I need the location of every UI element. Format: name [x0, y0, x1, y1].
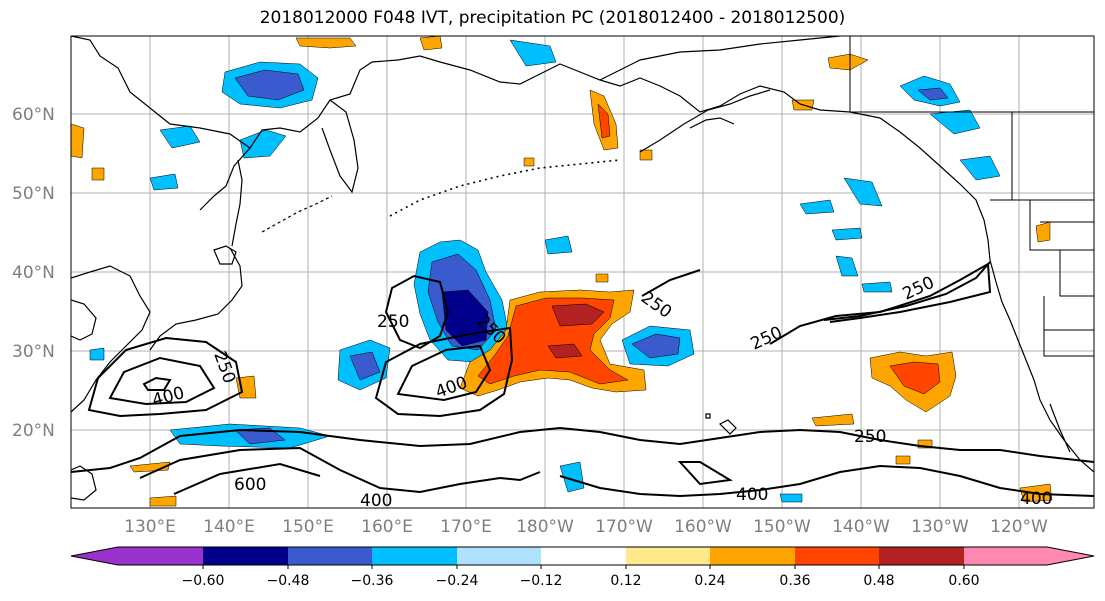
ivt-250-west [87, 336, 244, 418]
ivt-400-west [108, 356, 216, 406]
ivt-contours [71, 261, 1094, 498]
ivt-250-central-a [384, 274, 450, 350]
coastlines [71, 36, 1094, 501]
colorbar-segment [964, 547, 1047, 565]
ivt-600-south [139, 446, 541, 494]
lon-label: 140°W [832, 517, 890, 537]
lat-label: 20°N [12, 421, 55, 441]
ivt-label: 400 [360, 491, 392, 511]
ivt-250-central-b [374, 326, 514, 418]
colorbar-tick-label: −0.48 [267, 573, 310, 589]
ivt-250-east [769, 262, 992, 345]
lon-label: 170°E [440, 517, 492, 537]
lon-label: 170°W [595, 517, 653, 537]
lon-label: 130°E [124, 517, 176, 537]
lon-label: 130°W [911, 517, 969, 537]
colorbar-tick-label: −0.36 [351, 573, 394, 589]
colorbar-tick-label: −0.12 [520, 573, 563, 589]
lat-label: 60°N [12, 105, 55, 125]
colorbar-segment [288, 547, 372, 565]
lat-label: 30°N [12, 342, 55, 362]
colorbar-segment [203, 547, 288, 565]
colorbar-segment [710, 547, 795, 565]
map-title: 2018012000 F048 IVT, precipitation PC (2… [259, 8, 846, 28]
colorbar-tick-label: 0.48 [863, 573, 894, 589]
colorbar-segment [372, 547, 457, 565]
colorbar-segment [118, 547, 203, 565]
lon-label: 180°W [516, 517, 574, 537]
ivt-label: 250 [854, 427, 886, 447]
colorbar-tick-label: 0.60 [948, 573, 979, 589]
lon-label: 160°W [674, 517, 732, 537]
ivt-label: 400 [1020, 489, 1052, 509]
colorbar-extend-low [71, 547, 118, 565]
lon-label: 140°E [203, 517, 255, 537]
ivt-label: 600 [234, 475, 266, 495]
latitude-labels: 60°N 50°N 40°N 30°N 20°N [12, 105, 55, 441]
map-frame [70, 35, 1095, 509]
colorbar-segment [541, 547, 626, 565]
colorbar-tick-label: 0.36 [779, 573, 810, 589]
colorbar-segment [626, 547, 710, 565]
lon-label: 160°E [361, 517, 413, 537]
ivt-400-south [71, 426, 1094, 473]
ivt-label: 400 [736, 485, 768, 505]
colorbar-tick-label: 0.12 [610, 573, 641, 589]
ivt-400-far [559, 464, 1094, 498]
lon-label: 120°W [990, 517, 1048, 537]
map-panel: 250 250 250 250 250 250 250 400 400 400 … [71, 36, 1094, 511]
lat-label: 50°N [12, 184, 55, 204]
gridlines [71, 36, 1094, 508]
colorbar-tick-label: −0.24 [436, 573, 479, 589]
colorbar-segment [457, 547, 541, 565]
lat-label: 40°N [12, 263, 55, 283]
precip-negative-regions [89, 39, 1001, 503]
lon-label: 150°W [753, 517, 811, 537]
lon-label: 150°E [282, 517, 334, 537]
colorbar-segment [795, 547, 879, 565]
colorbar-segment [879, 547, 964, 565]
political-boundaries [849, 36, 1094, 357]
colorbar-tick-label: −0.60 [182, 573, 225, 589]
precip-positive-regions [71, 36, 1053, 507]
colorbar-tick-label: 0.24 [694, 573, 725, 589]
colorbar-extend-high [1047, 547, 1094, 565]
longitude-labels: 130°E 140°E 150°E 160°E 170°E 180°W 170°… [124, 517, 1048, 537]
ivt-400-central [396, 344, 492, 402]
colorbar-outline [70, 546, 1095, 566]
colorbar: −0.60 −0.48 −0.36 −0.24 −0.12 0.12 0.24 … [70, 546, 1095, 589]
ivt-label: 250 [377, 312, 409, 332]
